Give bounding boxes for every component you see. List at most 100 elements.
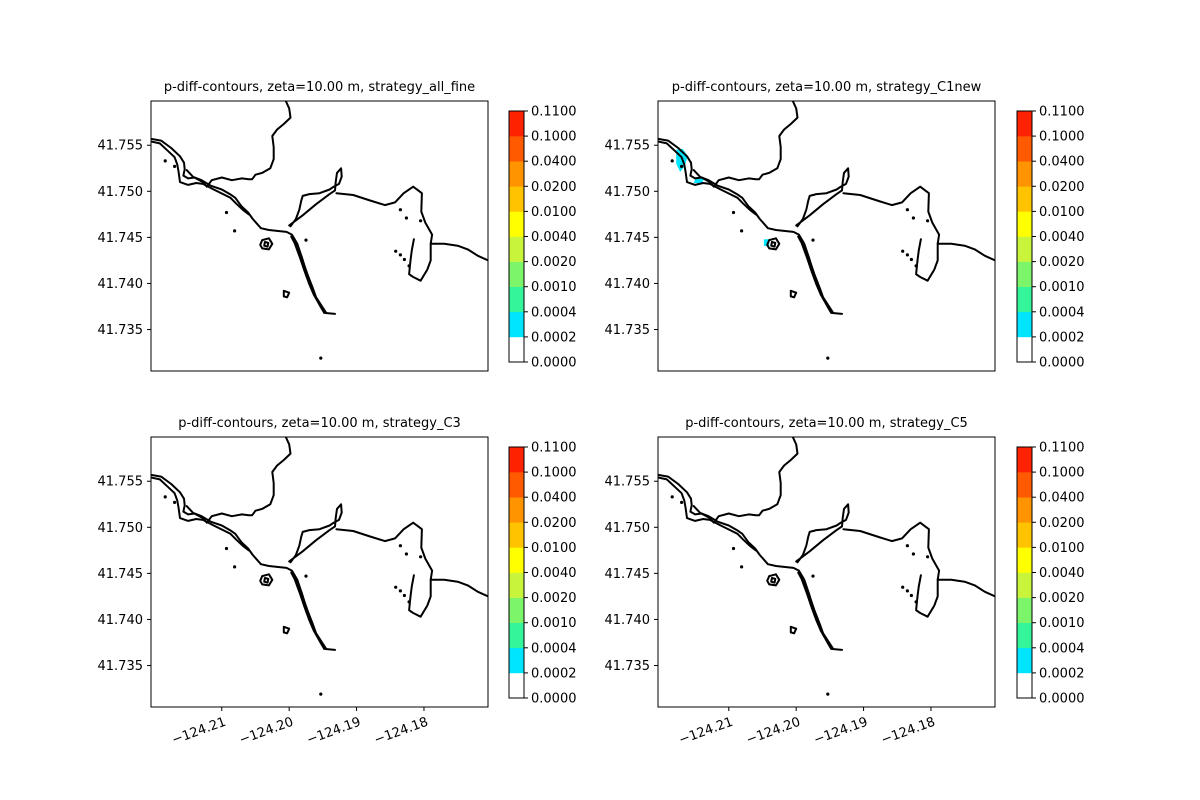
islet-11 — [398, 589, 402, 593]
islet-2 — [173, 500, 177, 504]
colorbar-tick-label: 0.0002 — [531, 666, 577, 681]
islet-11 — [905, 589, 910, 593]
colorbar-segment — [1017, 236, 1032, 262]
axes-frame — [150, 436, 489, 708]
shoreline-line-2 — [151, 140, 250, 216]
y-tick-label: 41.750 — [605, 521, 651, 536]
subplot-title: p-diff-contours, zeta=10.00 m, strategy_… — [685, 416, 968, 431]
colorbar-tick-label: 0.0010 — [1039, 616, 1085, 631]
shoreline-line-8 — [936, 578, 995, 598]
colorbar-tick-label: 0.0040 — [531, 566, 577, 581]
colorbar: 0.0000 0.0002 0.0004 0.0010 0.0020 0.0040 0.01… — [1016, 441, 1085, 707]
islet-3 — [731, 210, 736, 215]
shoreline-ring-3 — [282, 289, 291, 299]
x-tick-label: −124.19 — [305, 715, 363, 748]
x-tick-label: −124.20 — [237, 715, 295, 748]
colorbar-segment — [509, 547, 524, 573]
plot-area — [151, 101, 488, 360]
islet-4 — [740, 229, 744, 233]
colorbar-segment — [509, 211, 524, 237]
shoreline-ring-2 — [263, 241, 270, 248]
shoreline-line-1 — [658, 137, 843, 315]
shoreline-line-9 — [692, 101, 799, 188]
colorbar-segment — [1017, 286, 1032, 313]
shoreline-ring-2 — [770, 241, 777, 248]
colorbar-segment — [1017, 161, 1032, 187]
colorbar-segment — [509, 136, 524, 162]
shoreline-line-2 — [151, 476, 250, 552]
colorbar-tick-label: 0.0400 — [531, 155, 577, 170]
colorbar-segment — [1017, 111, 1032, 137]
colorbar-segment — [509, 647, 524, 674]
colorbar-segment — [509, 497, 524, 523]
colorbar-segment — [509, 622, 524, 649]
shoreline-line-8 — [429, 578, 488, 598]
shoreline-line-6 — [335, 521, 434, 581]
islet-9 — [926, 219, 930, 223]
y-tick-label: 41.735 — [605, 659, 651, 674]
y-tick-label: 41.755 — [605, 475, 651, 490]
islet-9 — [926, 555, 930, 559]
islet-1 — [670, 495, 674, 499]
shoreline-line-7 — [915, 238, 939, 282]
islet-8 — [404, 552, 408, 556]
shoreline-ring-3 — [789, 289, 798, 299]
colorbar-tick-label: 0.0100 — [531, 205, 577, 220]
islet-8 — [404, 216, 408, 220]
colorbar-segment — [1017, 497, 1032, 523]
subplot-4: p-diff-contours, zeta=10.00 m, strategy_… — [605, 416, 1085, 748]
y-tick-label: 41.755 — [605, 139, 651, 154]
shoreline-line-4 — [798, 573, 835, 650]
axes-frame — [657, 100, 996, 372]
plot-area — [151, 437, 488, 696]
islet-9 — [419, 219, 423, 223]
axes-frame — [150, 100, 489, 372]
islet-6 — [826, 692, 830, 696]
colorbar-tick-label: 0.0002 — [531, 330, 577, 345]
shoreline-ring-1 — [766, 237, 781, 251]
islet-12 — [402, 593, 406, 598]
colorbar-tick-label: 0.0400 — [1039, 155, 1085, 170]
shoreline-line-7 — [408, 574, 432, 618]
islet-12 — [909, 257, 914, 262]
islet-2 — [173, 164, 177, 168]
x-tick-label: −124.18 — [372, 715, 430, 748]
y-tick-label: 41.740 — [605, 277, 651, 292]
colorbar-segment — [509, 186, 524, 212]
colorbar-tick-label: 0.0200 — [1039, 516, 1085, 531]
islet-13 — [407, 264, 411, 268]
islet-7 — [905, 544, 910, 548]
colorbar-tick-label: 0.0020 — [531, 255, 577, 270]
islet-8 — [911, 216, 916, 220]
islet-7 — [905, 208, 910, 212]
islet-4 — [233, 565, 237, 569]
y-tick-label: 41.735 — [98, 659, 144, 674]
islet-4 — [233, 229, 237, 233]
x-tick-label: −124.21 — [170, 715, 228, 748]
colorbar-tick-label: 0.1000 — [1039, 130, 1085, 145]
islet-7 — [398, 208, 402, 212]
colorbar-tick-label: 0.0020 — [531, 591, 577, 606]
islet-13 — [407, 600, 411, 604]
subplot-title: p-diff-contours, zeta=10.00 m, strategy_… — [164, 80, 475, 95]
shoreline-line-5 — [290, 571, 316, 633]
colorbar-tick-label: 0.0002 — [1039, 666, 1085, 681]
shoreline-ring-3 — [789, 625, 798, 635]
colorbar-tick-label: 0.0100 — [531, 541, 577, 556]
plot-area — [658, 101, 995, 360]
colorbar-tick-label: 0.0002 — [1039, 330, 1085, 345]
shoreline-ring-2 — [263, 577, 270, 584]
colorbar-segment — [1017, 336, 1032, 363]
axes-frame — [657, 436, 996, 708]
shoreline-line-9 — [692, 437, 799, 524]
islet-10 — [394, 249, 398, 253]
colorbar: 0.0000 0.0002 0.0004 0.0010 0.0020 0.0040 0.01… — [508, 105, 577, 371]
colorbar-tick-label: 0.0000 — [1039, 692, 1085, 707]
islet-6 — [319, 356, 323, 360]
colorbar-tick-label: 0.0010 — [531, 280, 577, 295]
shoreline-line-3 — [288, 503, 343, 564]
islet-6 — [319, 692, 323, 696]
colorbar-segment — [1017, 136, 1032, 162]
colorbar-segment — [1017, 547, 1032, 573]
